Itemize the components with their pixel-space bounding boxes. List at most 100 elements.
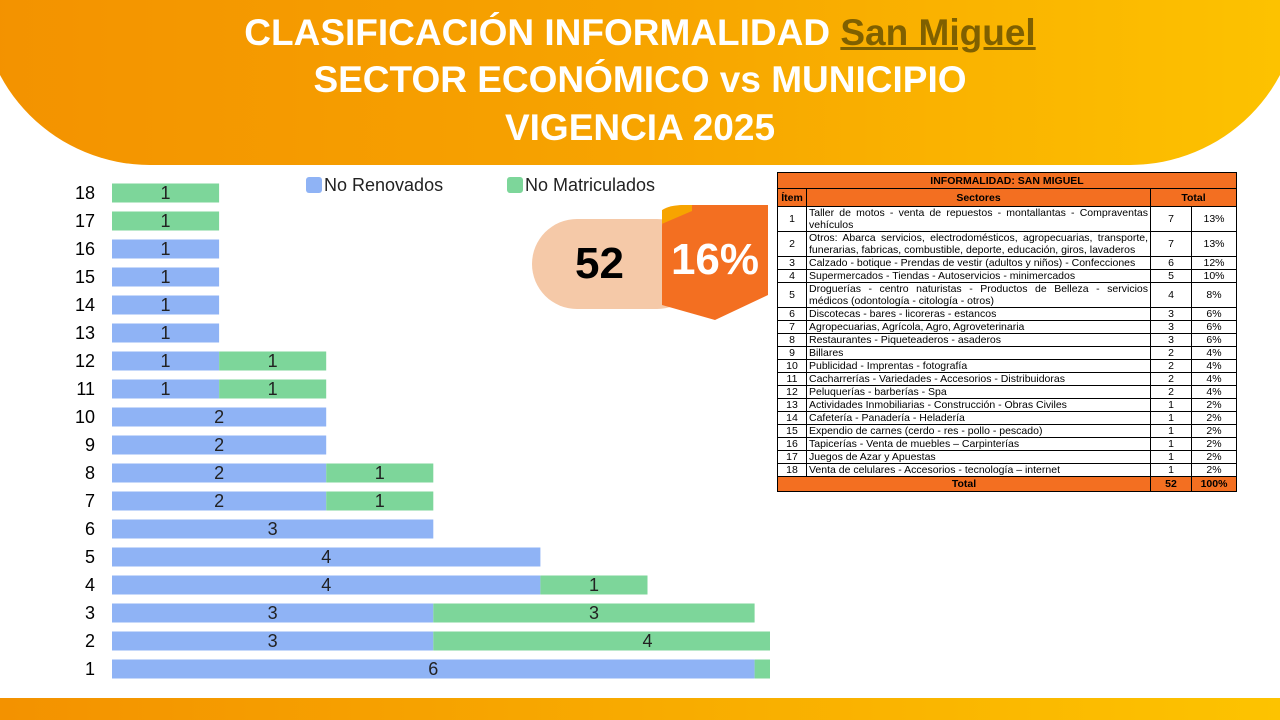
row-item-number: 4 [777,269,807,283]
table-row: 18 Venta de celulares - Accesorios - tecn… [777,463,1237,477]
bar-value-label: 6 [428,659,438,679]
table-row: 17 Juegos de Azar y Apuestas 1 2% [777,450,1237,464]
bar-segment-no-renovados [112,379,220,399]
bar-segment-no-renovados [112,547,541,567]
table-row: 6 Discotecas - bares - licoreras - estanc… [777,307,1237,321]
table-row: 9 Billares 2 4% [777,346,1237,360]
bar-value-label: 2 [214,463,224,483]
bar-segment-no-renovados [112,659,755,679]
kpi-percent-value: 16% [670,235,760,284]
bar-segment-no-matriculados [326,491,434,511]
row-count: 7 [1150,206,1192,232]
title-line-2: SECTOR ECONÓMICO vs MUNICIPIO [313,59,967,100]
y-tick-label: 7 [85,491,95,511]
column-header-total: Total [1150,188,1237,207]
y-tick-label: 4 [85,575,95,595]
bar-segment-no-renovados [112,295,220,315]
bar-value-label: 1 [161,379,171,399]
bar-value-label: 1 [268,351,278,371]
table-row: 16 Tapicerías - Venta de muebles – Carpin… [777,437,1237,451]
bar-value-label: 3 [268,631,278,651]
row-percent: 12% [1191,256,1237,270]
bar-segment-no-renovados [112,323,220,343]
row-count: 1 [1150,411,1192,425]
table-row: 15 Expendio de carnes (cerdo - res - poll… [777,424,1237,438]
title-prefix: CLASIFICACIÓN INFORMALIDAD [244,12,831,53]
bar-segment-no-matriculados [112,211,220,231]
table-body: 1 Taller de motos - venta de repuestos - … [777,206,1237,477]
bar-value-label: 1 [268,379,278,399]
row-count: 3 [1150,307,1192,321]
bar-value-label: 1 [161,267,171,287]
table-row: 5 Droguerías - centro naturistas - Produc… [777,282,1237,308]
row-count: 1 [1150,398,1192,412]
sector-table-wrapper: INFORMALIDAD: SAN MIGUEL Ítem Sectores T… [777,172,1237,492]
row-item-number: 7 [777,320,807,334]
row-sector: Cacharrerías - Variedades - Accesorios -… [806,372,1151,386]
table-title: INFORMALIDAD: SAN MIGUEL [777,172,1237,189]
bar-segment-no-renovados [112,463,327,483]
row-sector: Expendio de carnes (cerdo - res - pollo … [806,424,1151,438]
row-count: 5 [1150,269,1192,283]
row-percent: 13% [1191,231,1237,257]
row-sector: Billares [806,346,1151,360]
row-item-number: 1 [777,206,807,232]
table-row: 8 Restaurantes - Piqueteaderos - asaderos… [777,333,1237,347]
bar-value-label: 2 [214,435,224,455]
row-percent: 2% [1191,424,1237,438]
bar-value-label: 4 [321,575,331,595]
table-row: 4 Supermercados - Tiendas - Autoservicios… [777,269,1237,283]
row-sector: Supermercados - Tiendas - Autoservicios … [806,269,1151,283]
bar-segment-no-renovados [112,603,434,623]
bar-value-label: 3 [268,603,278,623]
row-count: 3 [1150,320,1192,334]
row-count: 3 [1150,333,1192,347]
y-tick-label: 11 [76,379,95,399]
row-item-number: 2 [777,231,807,257]
row-sector: Juegos de Azar y Apuestas [806,450,1151,464]
row-percent: 13% [1191,206,1237,232]
row-sector: Publicidad - Imprentas - fotografía [806,359,1151,373]
row-sector: Taller de motos - venta de repuestos - m… [806,206,1151,232]
row-count: 2 [1150,385,1192,399]
y-tick-label: 6 [85,519,95,539]
bar-value-label: 1 [161,183,171,203]
row-item-number: 8 [777,333,807,347]
bar-segment-no-renovados [112,575,541,595]
table-row: 14 Cafetería - Panadería - Heladería 1 2% [777,411,1237,425]
row-sector: Venta de celulares - Accesorios - tecnol… [806,463,1151,477]
bar-segment-no-renovados [112,351,220,371]
bar-value-label: 3 [268,519,278,539]
row-item-number: 15 [777,424,807,438]
bar-segment-no-renovados [112,491,327,511]
title-line-3: VIGENCIA 2025 [504,107,776,148]
bar-segment-no-matriculados [112,183,220,203]
row-sector: Calzado - botique - Prendas de vestir (a… [806,256,1151,270]
table-row: 7 Agropecuarias, Agrícola, Agro, Agrovete… [777,320,1237,334]
row-count: 6 [1150,256,1192,270]
header-background [0,0,1280,165]
sector-table: INFORMALIDAD: SAN MIGUEL Ítem Sectores T… [777,172,1237,492]
row-item-number: 9 [777,346,807,360]
table-row: 10 Publicidad - Imprentas - fotografía 2 4% [777,359,1237,373]
bar-value-label: 1 [161,351,171,371]
row-count: 2 [1150,346,1192,360]
y-tick-label: 1 [85,659,95,679]
table-row: 11 Cacharrerías - Variedades - Accesorios… [777,372,1237,386]
bar-segment-no-renovados [112,519,434,539]
row-item-number: 3 [777,256,807,270]
bar-segment-no-renovados [112,407,327,427]
bar-segment-no-renovados [112,631,434,651]
row-sector: Droguerías - centro naturistas - Product… [806,282,1151,308]
row-percent: 2% [1191,437,1237,451]
row-item-number: 18 [777,463,807,477]
bar-value-label: 4 [642,631,652,651]
row-sector: Discotecas - bares - licoreras - estanco… [806,307,1151,321]
table-row: 3 Calzado - botique - Prendas de vestir (… [777,256,1237,270]
kpi-count-value: 52 [575,239,624,288]
legend-swatch-no-renovados [306,177,322,193]
column-header-item: Ítem [777,188,807,207]
row-item-number: 10 [777,359,807,373]
bar-segment-no-matriculados [540,575,648,595]
